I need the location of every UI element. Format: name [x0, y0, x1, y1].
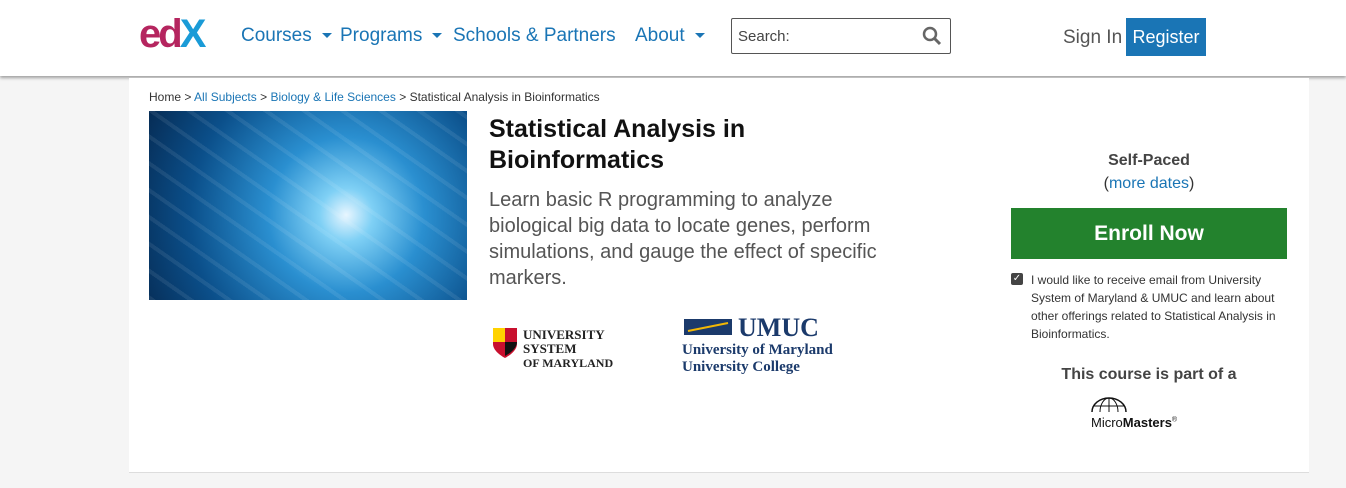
breadcrumb-link[interactable]: Home: [149, 90, 182, 104]
register-button[interactable]: Register: [1126, 18, 1206, 56]
text: of Maryland: [523, 356, 614, 370]
pacing: Self-Paced: [1108, 152, 1190, 169]
nav-item[interactable]: Courses: [241, 25, 332, 47]
nav-item[interactable]: About: [635, 25, 705, 47]
usm-shield: [493, 328, 517, 358]
text: [694, 33, 705, 39]
course-title: Statistical Analysis in Bioinformatics: [489, 115, 746, 174]
text: Masters: [1122, 415, 1172, 430]
text: [687, 322, 729, 332]
text: ): [1189, 175, 1195, 192]
umuc-emblem: [684, 319, 732, 335]
program-intro: This course is part of a: [1061, 366, 1237, 383]
breadcrumb-current: Statistical Analysis in Bioinformatics: [409, 90, 600, 104]
course-description: Learn basic R programming to analyze bio…: [489, 189, 877, 289]
text: [1094, 397, 1124, 413]
nav-item[interactable]: Schools & Partners: [453, 25, 616, 46]
text: About: [635, 25, 685, 46]
logo-x: X: [179, 12, 207, 56]
micromasters-logo[interactable]: MicroMasters®: [1091, 415, 1177, 430]
header: edX Courses Programs Schools & Partners …: [0, 0, 1346, 76]
text: Micro: [1091, 415, 1123, 430]
text: University System: [523, 327, 605, 356]
text: [933, 37, 942, 46]
logo-ed: ed: [139, 12, 183, 56]
breadcrumb: Home > All Subjects > Biology & Life Sci…: [149, 90, 600, 104]
text: [432, 33, 443, 39]
breadcrumb-link[interactable]: All Subjects: [194, 90, 257, 104]
breadcrumb-link[interactable]: Biology & Life Sciences: [270, 90, 396, 104]
text: (: [1103, 175, 1109, 192]
text: University of Maryland: [682, 342, 833, 358]
more-dates-link[interactable]: more dates: [1108, 175, 1190, 192]
partner-name: University of Maryland University College: [682, 342, 833, 376]
separator: >: [260, 90, 268, 104]
search-box[interactable]: Search:: [731, 18, 951, 54]
partner-name: University System of Maryland: [523, 327, 653, 371]
text: [321, 33, 332, 39]
text: University College: [682, 359, 800, 375]
enroll-button[interactable]: Enroll Now: [1011, 208, 1287, 259]
text: [493, 328, 505, 342]
partner-name: UMUC: [738, 313, 819, 342]
micromasters-globe: [1091, 397, 1127, 413]
nav-item[interactable]: Programs: [340, 25, 443, 47]
more-dates: (more dates): [1011, 175, 1287, 193]
search-icon[interactable]: [922, 26, 942, 46]
separator: >: [184, 90, 192, 104]
text: [922, 26, 938, 42]
course-image: [149, 111, 467, 300]
text: [505, 342, 517, 356]
search-placeholder: Search:: [738, 28, 790, 45]
sign-in[interactable]: Sign In: [1063, 27, 1123, 48]
logo[interactable]: edX: [139, 12, 207, 57]
text: Programs: [340, 25, 423, 46]
email-optin: I would like to receive email from Unive…: [1031, 273, 1276, 341]
checkbox[interactable]: ✓: [1011, 273, 1023, 285]
text: ®: [1171, 416, 1178, 424]
separator: >: [399, 90, 407, 104]
text: Courses: [241, 25, 312, 46]
text: [149, 111, 467, 300]
